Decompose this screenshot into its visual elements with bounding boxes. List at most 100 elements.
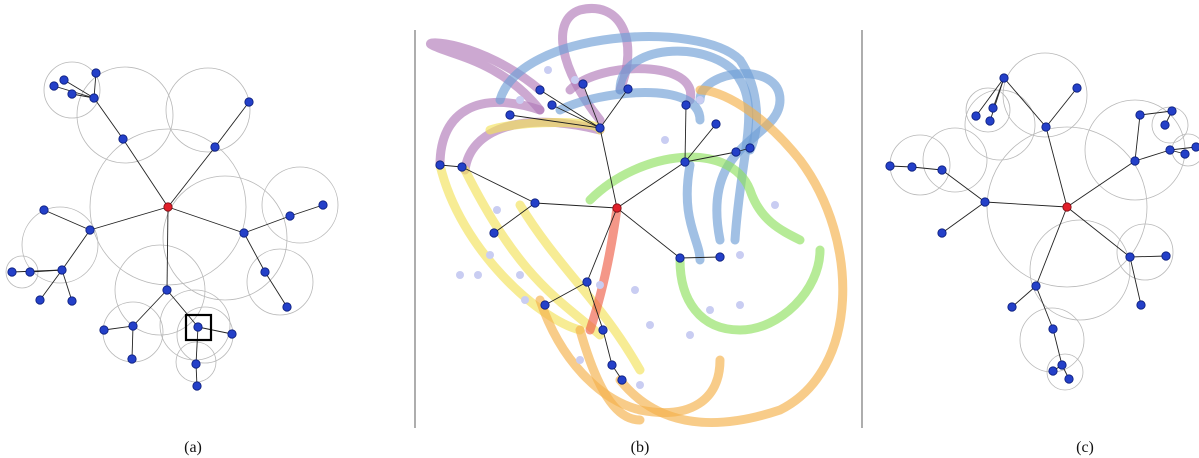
c-layout-circle bbox=[1046, 353, 1084, 391]
c-node[interactable] bbox=[988, 103, 998, 113]
c-node[interactable] bbox=[999, 73, 1009, 83]
a-node[interactable] bbox=[49, 81, 59, 91]
a-node[interactable] bbox=[35, 295, 45, 305]
c-node[interactable] bbox=[937, 228, 947, 238]
a-node[interactable] bbox=[239, 228, 249, 238]
c-node[interactable] bbox=[1160, 120, 1170, 130]
a-node[interactable] bbox=[285, 211, 295, 221]
a-root-node[interactable] bbox=[163, 202, 173, 212]
a-node[interactable] bbox=[260, 267, 270, 277]
caption-a: (a) bbox=[184, 439, 202, 456]
a-layout-circle bbox=[5, 255, 39, 289]
b-tree-edge bbox=[599, 127, 618, 209]
a-node[interactable] bbox=[128, 321, 138, 331]
c-node[interactable] bbox=[1191, 142, 1199, 152]
c-node[interactable] bbox=[1165, 145, 1175, 155]
a-node[interactable] bbox=[25, 267, 35, 277]
b-tree-edge bbox=[586, 281, 604, 331]
a-node[interactable] bbox=[85, 225, 95, 235]
c-root-node[interactable] bbox=[1062, 202, 1072, 212]
c-tree-edge bbox=[984, 201, 1068, 208]
a-tree-edge bbox=[243, 232, 266, 273]
ghost-node bbox=[516, 96, 524, 104]
c-node[interactable] bbox=[937, 165, 947, 175]
a-node[interactable] bbox=[39, 205, 49, 215]
b-node[interactable] bbox=[540, 300, 550, 310]
c-node[interactable] bbox=[907, 162, 917, 172]
b-node[interactable] bbox=[598, 325, 608, 335]
a-node[interactable] bbox=[57, 265, 67, 275]
c-node[interactable] bbox=[1180, 149, 1190, 159]
a-node[interactable] bbox=[244, 97, 254, 107]
a-node[interactable] bbox=[162, 285, 172, 295]
c-node[interactable] bbox=[1007, 302, 1017, 312]
b-tree-edge bbox=[684, 151, 737, 163]
b-node[interactable] bbox=[731, 147, 741, 157]
b-node[interactable] bbox=[582, 277, 592, 287]
c-node[interactable] bbox=[985, 116, 995, 126]
a-node[interactable] bbox=[7, 267, 17, 277]
a-node[interactable] bbox=[89, 93, 99, 103]
c-node[interactable] bbox=[1048, 366, 1058, 376]
b-node[interactable] bbox=[505, 110, 515, 120]
a-node[interactable] bbox=[318, 200, 328, 210]
a-node[interactable] bbox=[67, 89, 77, 99]
b-node[interactable] bbox=[595, 123, 605, 133]
b-node[interactable] bbox=[715, 252, 725, 262]
a-node[interactable] bbox=[193, 322, 203, 332]
b-node[interactable] bbox=[530, 198, 540, 208]
b-node[interactable] bbox=[681, 100, 691, 110]
b-node[interactable] bbox=[457, 162, 467, 172]
c-node[interactable] bbox=[1135, 110, 1145, 120]
b-node[interactable] bbox=[435, 160, 445, 170]
a-node[interactable] bbox=[191, 359, 201, 369]
a-tree-edge bbox=[166, 289, 199, 328]
c-layout-circle bbox=[1029, 219, 1131, 321]
b-node[interactable] bbox=[617, 375, 627, 385]
c-node[interactable] bbox=[980, 197, 990, 207]
b-node[interactable] bbox=[675, 253, 685, 263]
c-node[interactable] bbox=[1161, 251, 1171, 261]
a-node[interactable] bbox=[210, 142, 220, 152]
c-node[interactable] bbox=[1064, 374, 1074, 384]
c-node[interactable] bbox=[1125, 252, 1135, 262]
motion-trail bbox=[460, 117, 605, 175]
b-node[interactable] bbox=[607, 360, 617, 370]
a-tree-edge bbox=[132, 289, 168, 327]
c-node[interactable] bbox=[885, 161, 895, 171]
b-node[interactable] bbox=[680, 157, 690, 167]
b-node[interactable] bbox=[745, 143, 755, 153]
c-node[interactable] bbox=[1048, 324, 1058, 334]
b-root-node[interactable] bbox=[612, 203, 622, 213]
motion-trail bbox=[555, 88, 705, 125]
c-node[interactable] bbox=[1031, 281, 1041, 291]
a-node[interactable] bbox=[59, 75, 69, 85]
c-tree-edge bbox=[911, 166, 943, 171]
motion-trail bbox=[535, 295, 725, 418]
a-tree-edge bbox=[89, 206, 169, 231]
c-node[interactable] bbox=[1072, 83, 1082, 93]
motion-trail bbox=[460, 165, 605, 340]
a-node[interactable] bbox=[227, 329, 237, 339]
b-node[interactable] bbox=[535, 85, 545, 95]
a-node[interactable] bbox=[91, 68, 101, 78]
b-node[interactable] bbox=[623, 84, 633, 94]
a-node[interactable] bbox=[282, 302, 292, 312]
b-tree-edge bbox=[534, 202, 618, 209]
a-node[interactable] bbox=[192, 381, 202, 391]
a-node[interactable] bbox=[99, 325, 109, 335]
a-node[interactable] bbox=[118, 134, 128, 144]
b-node[interactable] bbox=[711, 119, 721, 129]
c-node[interactable] bbox=[1130, 156, 1140, 166]
b-node[interactable] bbox=[489, 228, 499, 238]
c-node[interactable] bbox=[1167, 106, 1177, 116]
a-node[interactable] bbox=[67, 296, 77, 306]
c-node[interactable] bbox=[1057, 360, 1067, 370]
c-tree-edge bbox=[941, 201, 986, 234]
a-node[interactable] bbox=[127, 354, 137, 364]
b-node[interactable] bbox=[578, 79, 588, 89]
c-node[interactable] bbox=[1041, 122, 1051, 132]
c-node[interactable] bbox=[971, 111, 981, 121]
c-node[interactable] bbox=[1136, 300, 1146, 310]
b-node[interactable] bbox=[547, 100, 557, 110]
